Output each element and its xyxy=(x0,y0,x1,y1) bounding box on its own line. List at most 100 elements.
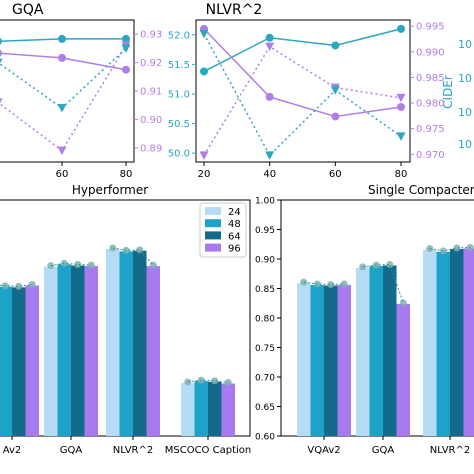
y-tick-label: 0.80 xyxy=(255,315,275,325)
category-label: NLVR^2 xyxy=(113,445,153,456)
y-tick-label: 0.75 xyxy=(255,344,275,354)
circle-point-1-3 xyxy=(122,65,130,74)
circle-point-0-3 xyxy=(397,24,405,33)
circle-point-1-3 xyxy=(397,102,405,111)
category-label: NLVR^2 xyxy=(430,445,470,456)
bar-24-0 xyxy=(297,283,311,436)
bar-24-2 xyxy=(106,248,120,436)
series-line-1 xyxy=(203,28,402,118)
bar-24-1 xyxy=(356,267,370,436)
y-tick-label: 0.70 xyxy=(255,374,275,384)
circle-point-0-2 xyxy=(58,34,66,43)
bar-96-2 xyxy=(146,266,160,436)
triangle-point-2-3 xyxy=(396,93,406,103)
x-tick-label: 80 xyxy=(120,169,133,180)
bar-trend-3 xyxy=(187,379,229,383)
bar-48-0 xyxy=(310,284,324,436)
bar-48-3 xyxy=(194,381,208,436)
x-tick-label: 60 xyxy=(56,169,69,180)
right-tick-label: 0.995 xyxy=(416,22,445,33)
circle-point-0-0 xyxy=(200,67,208,76)
single-compacter-bar-panel: Single Compacter VQAv2 GQA NLVR^2 1.00 0.95 0… xyxy=(255,183,474,456)
left-tick-label: 51.0 xyxy=(168,89,190,100)
bar-48-2 xyxy=(119,251,133,436)
legend-swatch-24 xyxy=(205,207,221,215)
category-label: Av2 xyxy=(3,445,22,456)
bar-64-2 xyxy=(133,250,147,436)
circle-point-1-1 xyxy=(0,49,2,57)
bar-48-1 xyxy=(369,266,383,436)
triangle-point-3-3 xyxy=(396,132,406,141)
right-tick-label: 0.89 xyxy=(140,143,162,154)
circle-point-1-2 xyxy=(331,112,340,121)
x-tick-label: 40 xyxy=(263,169,276,180)
nlvr-plot-frame xyxy=(195,19,411,163)
gqa-line-panel: GQA 60 80 0.93 0.92 0.91 0.90 0.89 xyxy=(0,2,162,180)
left-tick-label: 52.0 xyxy=(168,30,190,41)
bar-96-1 xyxy=(396,303,410,436)
circle-point-0-2 xyxy=(331,41,340,50)
bar-48-0 xyxy=(0,286,12,436)
left-tick-label: 50.0 xyxy=(168,149,190,160)
left-tick-label: 50.5 xyxy=(168,119,190,130)
hyperformer-bar-panel: Hyperformer Av2 GQA NLVR^2 MSCOCO Caption 24… xyxy=(0,183,251,456)
right-tick-label: 0.980 xyxy=(416,99,445,110)
bar-96-3 xyxy=(221,383,235,436)
right-tick-label: 0.93 xyxy=(140,30,162,41)
triangle-point-3-3 xyxy=(121,44,131,53)
right-tick-label: 0.985 xyxy=(416,73,445,84)
svg-text:10: 10 xyxy=(458,72,472,85)
bar-48-2 xyxy=(436,251,450,436)
bar-marker-64-1 xyxy=(74,260,82,268)
triangle-point-3-0 xyxy=(199,29,209,39)
bar-trend-1 xyxy=(50,262,92,267)
series-line-3 xyxy=(203,33,402,157)
y-tick-label: 0.90 xyxy=(255,256,275,266)
bar-trend-1 xyxy=(362,263,404,304)
gqa-title: GQA xyxy=(12,2,44,18)
bar-marker-64-2 xyxy=(453,244,461,252)
circle-point-0-3 xyxy=(122,34,130,43)
bar-marker-64-3 xyxy=(211,377,219,385)
series-line-0 xyxy=(0,38,126,42)
x-tick-label: 20 xyxy=(198,169,211,180)
bar-trend-0 xyxy=(303,281,345,286)
legend-box xyxy=(199,202,247,258)
left-tick-label: 51.5 xyxy=(168,60,190,71)
nlvr-line-panel: NLVR^2 CIDEr 10 10 10 10 20 40 60 80 0.995 0.… xyxy=(168,2,472,180)
x-tick-label: 60 xyxy=(329,169,342,180)
triangle-point-2-2 xyxy=(57,146,67,156)
triangle-point-3-1 xyxy=(0,58,3,64)
category-label: MSCOCO Caption xyxy=(165,445,251,456)
bar-24-1 xyxy=(44,266,58,436)
bar-48-1 xyxy=(57,264,71,436)
category-label: GQA xyxy=(60,445,83,456)
y-tick-label: 0.60 xyxy=(255,433,275,443)
series-line-2 xyxy=(0,45,127,152)
category-label: GQA xyxy=(372,445,395,456)
legend-swatch-96 xyxy=(205,243,221,252)
circle-point-1-1 xyxy=(265,92,274,101)
x-tick-label: 80 xyxy=(395,169,408,180)
right-tick-label: 0.970 xyxy=(416,150,445,161)
bar-96-0 xyxy=(337,284,351,436)
gqa-plot-frame xyxy=(0,19,135,163)
circle-point-0-1 xyxy=(265,33,274,42)
nlvr-title: NLVR^2 xyxy=(206,2,263,18)
triangle-point-3-1 xyxy=(265,151,275,160)
bar-trend-2 xyxy=(112,247,154,266)
bar-64-0 xyxy=(12,287,26,436)
bar-24-2 xyxy=(423,249,437,436)
bar-64-1 xyxy=(383,265,397,436)
legend-swatch-64 xyxy=(205,231,221,240)
bar-64-0 xyxy=(324,285,338,436)
right-tick-label: 0.92 xyxy=(140,58,162,69)
circle-point-1-2 xyxy=(58,53,66,62)
right-tick-label: 0.91 xyxy=(140,87,162,98)
triangle-point-2-1 xyxy=(265,42,275,52)
category-label: VQAv2 xyxy=(307,445,340,456)
right-tick-label: 0.990 xyxy=(416,47,445,58)
series-line-0 xyxy=(203,28,402,73)
bar-marker-64-1 xyxy=(386,260,394,268)
triangle-point-3-2 xyxy=(330,86,340,95)
